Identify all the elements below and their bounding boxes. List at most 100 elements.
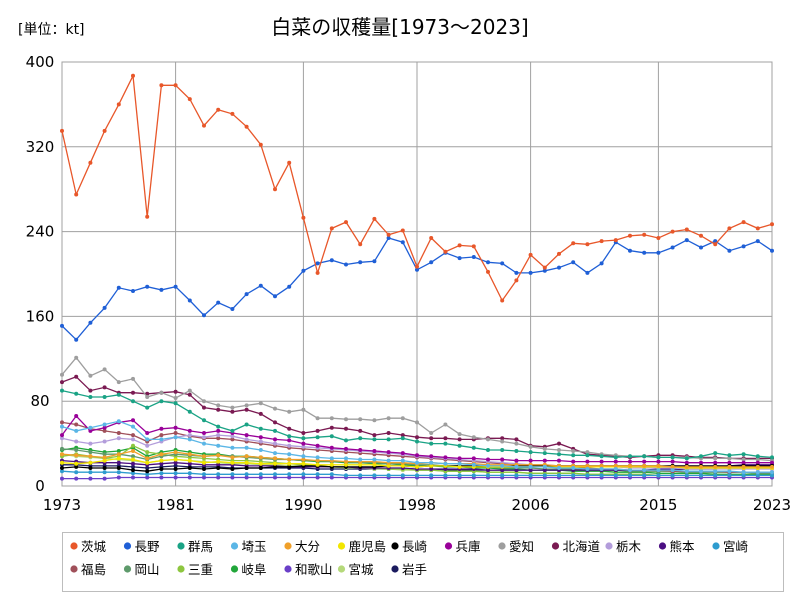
data-point [202, 313, 206, 318]
data-point [230, 445, 235, 450]
data-point [684, 469, 689, 474]
data-point [585, 242, 590, 247]
data-point [542, 468, 547, 473]
data-point [74, 192, 79, 197]
data-point [273, 456, 277, 461]
data-point [287, 464, 292, 469]
x-tick-label: 2015 [639, 496, 677, 514]
data-point [131, 437, 135, 442]
data-point [571, 466, 576, 470]
data-point [372, 449, 377, 453]
data-point [145, 214, 150, 219]
data-point [173, 401, 178, 406]
data-point [116, 460, 121, 465]
data-point [400, 451, 405, 456]
y-axis-ticks: 0 80 160 240 320 400 [26, 53, 55, 495]
data-point [301, 441, 306, 446]
data-point [741, 452, 746, 457]
data-point [400, 240, 405, 245]
data-point [131, 443, 135, 448]
data-point [60, 452, 64, 457]
data-point [287, 426, 292, 431]
data-point [88, 460, 93, 465]
data-point [599, 467, 604, 471]
data-point [400, 436, 405, 441]
data-point [145, 431, 150, 435]
data-point [230, 460, 235, 465]
data-point [500, 457, 505, 462]
data-point [230, 307, 235, 311]
data-point [755, 454, 760, 459]
data-point [599, 454, 604, 459]
data-point [88, 428, 93, 433]
data-point [443, 467, 448, 471]
data-point [131, 433, 135, 438]
data-point [88, 373, 93, 378]
data-point [727, 469, 732, 474]
data-point [102, 439, 107, 444]
data-point [187, 97, 192, 102]
data-point [102, 422, 107, 427]
data-point [216, 459, 221, 464]
data-point [159, 83, 164, 88]
data-point [429, 467, 434, 471]
data-point [315, 435, 320, 440]
data-point [557, 458, 561, 463]
data-point [670, 464, 675, 469]
data-point [599, 261, 604, 266]
data-point [202, 431, 206, 435]
data-point [74, 391, 79, 396]
data-point [699, 460, 703, 465]
data-point [585, 463, 590, 468]
data-point [244, 454, 249, 459]
data-point [684, 460, 689, 465]
data-point [244, 472, 249, 477]
data-point [755, 239, 760, 244]
data-point [131, 449, 135, 453]
data-point [116, 419, 121, 424]
data-point [244, 407, 249, 412]
data-point [628, 248, 632, 253]
data-point [699, 464, 703, 469]
data-point [599, 473, 604, 478]
data-point [145, 460, 150, 465]
data-point [457, 437, 462, 442]
data-point [443, 461, 448, 466]
data-point [386, 236, 391, 240]
data-point [500, 298, 505, 303]
data-point [457, 256, 462, 261]
data-point [713, 451, 718, 456]
data-point [642, 463, 647, 468]
data-point [287, 284, 292, 289]
data-point [102, 395, 107, 399]
data-point [173, 463, 178, 468]
data-point [230, 409, 235, 414]
data-point [642, 250, 647, 255]
data-point [358, 260, 363, 265]
data-point [528, 468, 533, 473]
unit-label: [単位：kt] [18, 22, 85, 38]
data-point [315, 443, 320, 448]
data-point [415, 453, 419, 458]
data-point [88, 476, 93, 481]
data-point [145, 284, 150, 289]
data-point [457, 443, 462, 448]
data-point [429, 473, 434, 478]
data-point [500, 439, 505, 444]
data-point [599, 459, 604, 464]
data-point [173, 396, 178, 400]
y-tick-label: 240 [26, 223, 55, 241]
series-埼玉 [60, 419, 774, 475]
series-宮崎 [60, 469, 774, 478]
data-point [670, 455, 675, 460]
data-point [699, 473, 703, 478]
data-point [60, 420, 64, 425]
data-point [301, 475, 306, 480]
data-point [344, 473, 348, 478]
data-point [216, 462, 221, 467]
data-point [329, 475, 334, 480]
data-point [727, 464, 732, 469]
data-point [216, 433, 221, 438]
data-point [372, 457, 377, 462]
data-point [88, 450, 93, 455]
